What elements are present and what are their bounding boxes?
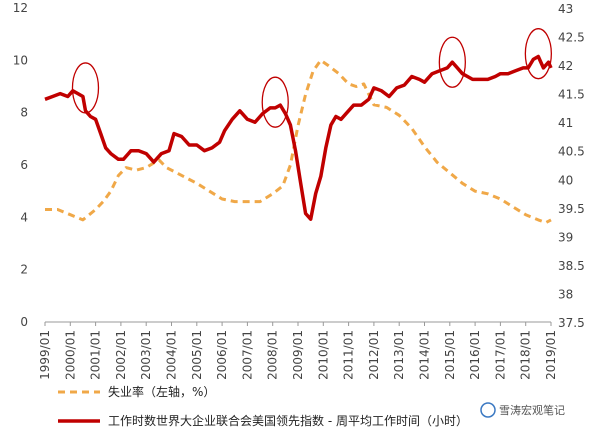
x-tick-label: 2016/01 bbox=[468, 330, 482, 380]
x-tick-label: 2013/01 bbox=[392, 330, 406, 380]
left-tick-label: 2 bbox=[20, 263, 28, 277]
x-tick-label: 2011/01 bbox=[342, 330, 356, 380]
x-tick-label: 2017/01 bbox=[493, 330, 507, 380]
series-layer bbox=[44, 54, 553, 225]
x-tick-label: 2002/01 bbox=[114, 330, 128, 380]
watermark: 雪涛宏观笔记 bbox=[480, 402, 565, 418]
unemployment-line bbox=[45, 58, 552, 225]
right-tick-label: 42.5 bbox=[558, 31, 585, 45]
highlight-ellipse bbox=[524, 28, 552, 80]
x-tick-label: 2018/01 bbox=[519, 330, 533, 380]
x-axis: 1999/01 2000/01 2001/01 2002/01 2003/01 2004/… bbox=[38, 321, 558, 380]
right-tick-label: 38.5 bbox=[558, 259, 585, 273]
left-tick-label: 0 bbox=[20, 315, 28, 329]
annotation-layer bbox=[71, 28, 552, 128]
right-tick-label: 38 bbox=[558, 287, 573, 301]
x-tick-label: 2009/01 bbox=[291, 330, 305, 380]
right-tick-label: 40.5 bbox=[558, 145, 585, 159]
weekly-hours-line bbox=[44, 54, 553, 221]
watermark-text: 雪涛宏观笔记 bbox=[499, 403, 565, 417]
x-tick-label: 2005/01 bbox=[190, 330, 204, 380]
x-tick-label: 2008/01 bbox=[266, 330, 280, 380]
right-tick-label: 40 bbox=[558, 173, 573, 187]
left-tick-label: 8 bbox=[20, 106, 28, 120]
x-tick-label: 2007/01 bbox=[240, 330, 254, 380]
x-tick-label: 2004/01 bbox=[165, 330, 179, 380]
right-tick-label: 39 bbox=[558, 230, 573, 244]
right-tick-label: 39.5 bbox=[558, 202, 585, 216]
x-tick-label: 1999/01 bbox=[38, 330, 52, 380]
right-tick-label: 41.5 bbox=[558, 88, 585, 102]
left-tick-label: 10 bbox=[13, 53, 28, 67]
right-axis: 37.5 38 38.5 39 39.5 40 40.5 41 41.5 42 42.5 43 bbox=[558, 2, 585, 330]
x-tick-label: 2001/01 bbox=[89, 330, 103, 380]
left-tick-label: 12 bbox=[13, 1, 28, 15]
legend-label-unemployment: 失业率（左轴，%） bbox=[108, 384, 215, 399]
left-tick-label: 6 bbox=[20, 158, 28, 172]
right-tick-label: 41 bbox=[558, 116, 573, 130]
x-tick-label: 2014/01 bbox=[418, 330, 432, 380]
right-tick-label: 42 bbox=[558, 59, 573, 73]
highlight-ellipse bbox=[71, 62, 100, 114]
x-tick-label: 2006/01 bbox=[215, 330, 229, 380]
left-axis: 0 2 4 6 8 10 12 bbox=[13, 1, 28, 329]
right-tick-label: 43 bbox=[558, 2, 573, 16]
x-tick-label: 2015/01 bbox=[443, 330, 457, 380]
legend: 失业率（左轴，%） 工作时数世界大企业联合会美国领先指数 - 周平均工作时间（小… bbox=[58, 384, 468, 428]
x-tick-label: 2010/01 bbox=[316, 330, 330, 380]
highlight-ellipse bbox=[438, 36, 466, 88]
watermark-logo-icon bbox=[480, 402, 496, 418]
x-tick-label: 2000/01 bbox=[63, 330, 77, 380]
x-tick-label: 2012/01 bbox=[367, 330, 381, 380]
left-tick-label: 4 bbox=[20, 210, 28, 224]
x-tick-label: 2019/01 bbox=[544, 330, 558, 380]
right-tick-label: 37.5 bbox=[558, 316, 585, 330]
highlight-ellipse bbox=[261, 76, 289, 128]
x-tick-label: 2003/01 bbox=[139, 330, 153, 380]
legend-label-hours: 工作时数世界大企业联合会美国领先指数 - 周平均工作时间（小时） bbox=[108, 413, 468, 428]
